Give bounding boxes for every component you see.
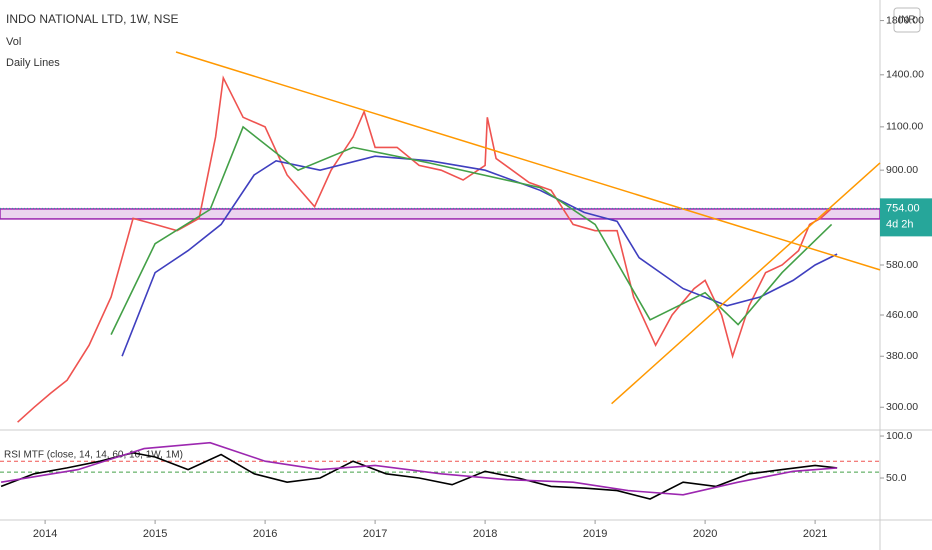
last-price-label: 754.00 — [886, 202, 920, 214]
y-tick-label: 380.00 — [886, 350, 918, 362]
zone — [0, 208, 881, 220]
y-tick-label: 580.00 — [886, 259, 918, 271]
price-line — [17, 75, 833, 423]
rsi-title: RSI MTF (close, 14, 14, 60, 10, 1W, 1M) — [4, 450, 183, 461]
currency-label: INR — [898, 15, 915, 26]
y-tick-label: 460.00 — [886, 309, 918, 321]
currency-button[interactable] — [893, 7, 921, 33]
indicator-label: Daily Lines — [6, 57, 60, 69]
x-tick-label: 2016 — [253, 528, 277, 540]
y-tick-label: 1100.00 — [886, 121, 923, 133]
y-tick-label: 1400.00 — [886, 69, 924, 81]
x-tick-label: 2014 — [33, 528, 57, 540]
y-tick-label: 1800.00 — [886, 14, 924, 26]
x-tick-label: 2018 — [473, 528, 497, 540]
indicator-label: Vol — [6, 36, 21, 48]
price-line — [121, 155, 838, 357]
price-line — [110, 125, 833, 335]
y-tick-label: 900.00 — [886, 164, 918, 176]
y-tick-label: 300.00 — [886, 401, 918, 413]
trendline — [175, 51, 881, 271]
x-tick-label: 2021 — [803, 528, 827, 540]
price-badge — [880, 198, 932, 237]
x-tick-label: 2020 — [693, 528, 717, 540]
x-tick-label: 2017 — [363, 528, 387, 540]
y-tick-label: 50.0 — [886, 472, 907, 484]
countdown-label: 4d 2h — [886, 218, 914, 230]
y-tick-label: 100.0 — [886, 430, 912, 442]
x-tick-label: 2019 — [583, 528, 607, 540]
trendline — [611, 162, 881, 405]
rsi-line — [0, 451, 838, 500]
chart-title: INDO NATIONAL LTD, 1W, NSE — [6, 12, 178, 26]
rsi-line — [0, 441, 838, 496]
x-tick-label: 2015 — [143, 528, 167, 540]
